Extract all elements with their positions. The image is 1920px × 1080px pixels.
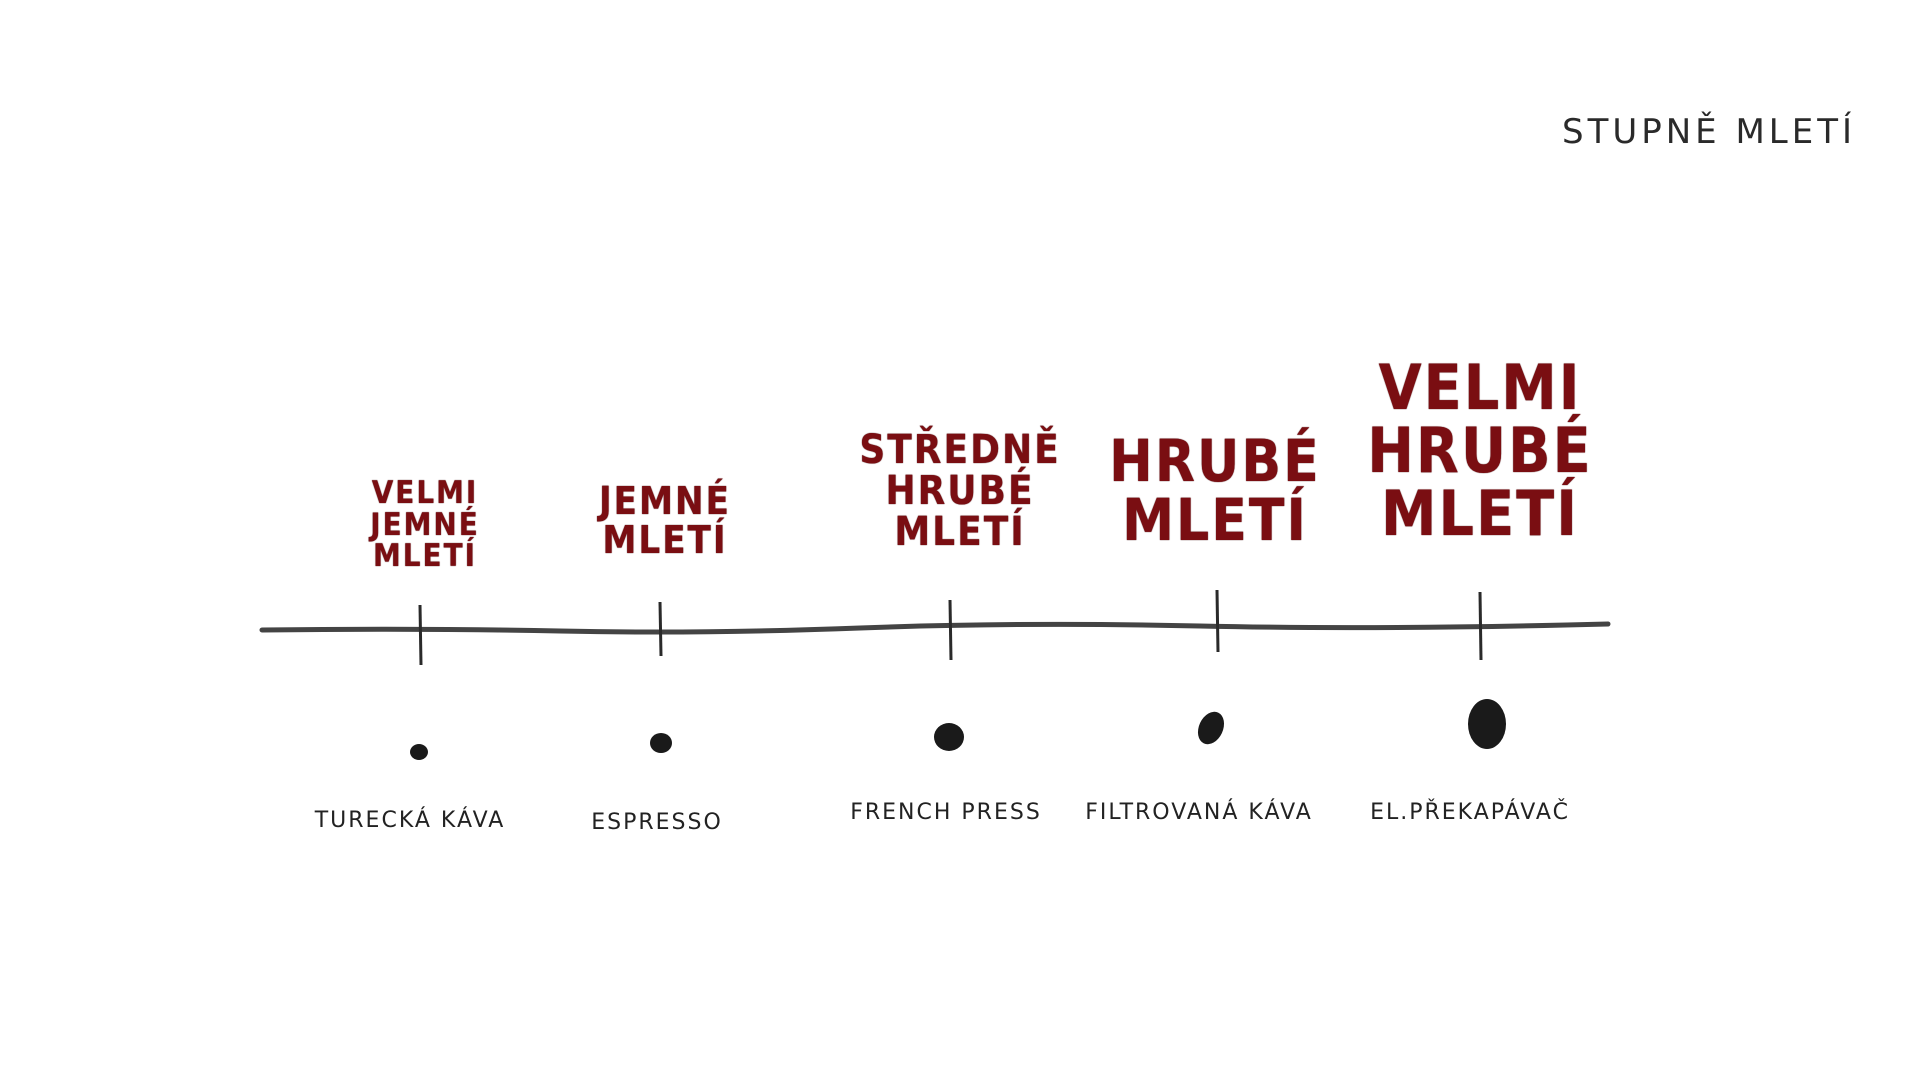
particle-very-fine [410, 744, 428, 760]
grind-label-fine: JEMNÉ MLETÍ [598, 479, 732, 562]
particle-coarse [1197, 711, 1225, 745]
grind-label-very-coarse: VELMI HRUBÉ MLETÍ [1367, 351, 1593, 551]
method-label-turkish-coffee: TURECKÁ KÁVA [314, 808, 506, 833]
method-label-french-press: FRENCH PRESS [850, 800, 1042, 825]
grind-label-medium-coarse: STŘEDNĚ HRUBÉ MLETÍ [859, 427, 1061, 555]
axis-tick [418, 604, 423, 666]
method-label-electric-drip: EL.PŘEKAPÁVAČ [1370, 800, 1570, 825]
grind-label-coarse: HRUBÉ MLETÍ [1109, 427, 1321, 555]
grind-label-very-fine: VELMI JEMNÉ MLETÍ [370, 475, 480, 575]
method-label-filter-coffee: FILTROVANÁ KÁVA [1085, 800, 1313, 825]
particle-very-coarse [1468, 699, 1506, 749]
axis-tick [658, 601, 663, 657]
page-title: STUPNĚ MLETÍ [1562, 112, 1857, 152]
axis-tick [1478, 591, 1483, 661]
axis-line [259, 621, 1611, 635]
method-label-espresso: ESPRESSO [591, 810, 723, 835]
axis-tick [1215, 589, 1220, 653]
particle-medium-coarse [934, 723, 964, 751]
axis-tick [948, 599, 953, 661]
particle-fine [650, 733, 672, 753]
